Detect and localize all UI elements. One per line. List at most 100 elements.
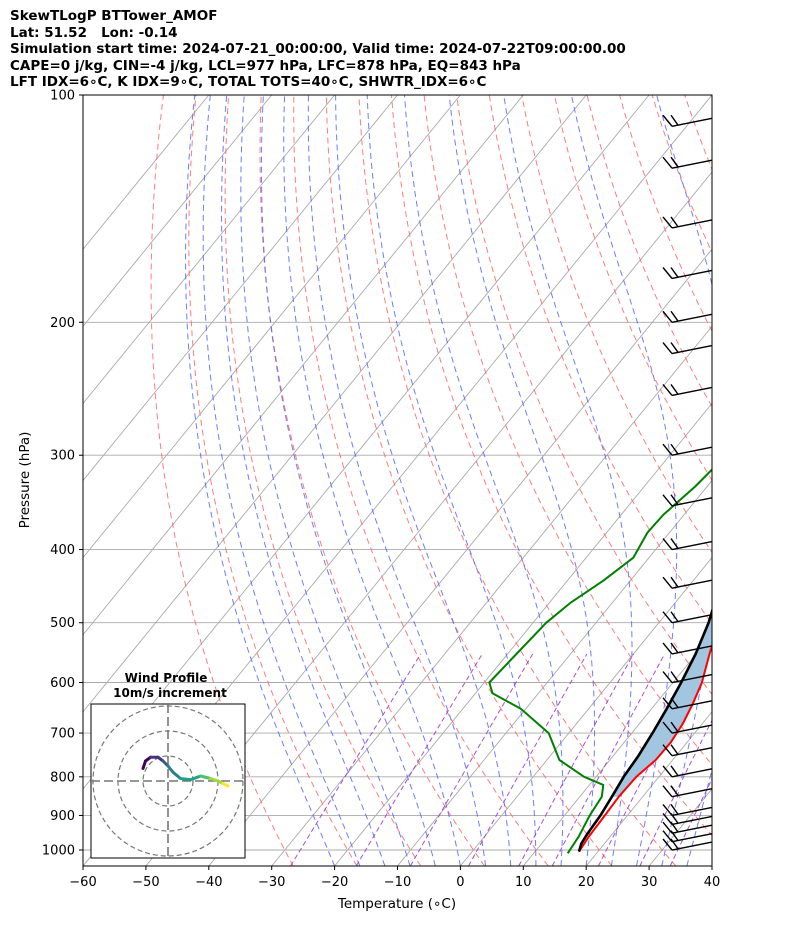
wind-barb-flag xyxy=(662,494,673,507)
wind-barb xyxy=(671,788,713,798)
wind-barb xyxy=(671,700,713,710)
wind-barb-flag xyxy=(662,671,673,683)
wind-barb-flag xyxy=(662,611,673,624)
wind-barb xyxy=(671,219,713,229)
y-tick-label: 600 xyxy=(50,676,75,691)
location-line: Lat: 51.52 Lon: -0.14 xyxy=(10,24,178,41)
isotherm-line xyxy=(83,95,335,405)
dry-adiabat xyxy=(488,95,712,625)
hodograph-subtitle: 10m/s increment xyxy=(113,686,227,700)
wind-barb-flag xyxy=(670,310,679,322)
wind-barb-flag xyxy=(662,830,673,843)
y-axis-label: Pressure (hPa) xyxy=(17,432,33,529)
wind-barb xyxy=(671,579,713,589)
mixing-ratio-line xyxy=(409,653,534,866)
moist-adiabat xyxy=(366,95,537,866)
wind-barb-flag xyxy=(670,494,679,505)
x-tick-label: 10 xyxy=(515,875,532,890)
wind-barb-flag xyxy=(670,765,679,777)
wind-barb xyxy=(671,386,713,397)
time-line: Simulation start time: 2024-07-21_00:00:… xyxy=(10,41,626,57)
wind-barb xyxy=(671,724,713,734)
mixing-ratio-line xyxy=(551,653,666,866)
mixing-ratio-line xyxy=(290,653,422,866)
y-tick-label: 1000 xyxy=(42,844,75,859)
wind-barb xyxy=(671,673,713,684)
x-tick-label: −40 xyxy=(195,875,222,890)
wind-barb-flag xyxy=(670,156,679,168)
moist-adiabat xyxy=(260,95,436,866)
hodograph-trace xyxy=(221,782,230,788)
isotherm-line xyxy=(83,95,587,713)
wind-barb-flag xyxy=(662,804,673,816)
wind-barb-flag xyxy=(662,216,673,229)
wind-barb xyxy=(671,614,713,624)
y-tick-label: 500 xyxy=(50,616,75,631)
wind-barb-flag xyxy=(662,744,673,757)
mixing-ratio-line xyxy=(355,653,483,866)
isotherm-line xyxy=(334,402,712,866)
wind-barb xyxy=(671,159,713,169)
dry-adiabat xyxy=(188,95,358,866)
isotherm-line xyxy=(83,95,398,482)
x-tick-label: 40 xyxy=(704,875,721,890)
isotherm-line xyxy=(208,248,712,866)
mixing-ratio-line xyxy=(518,653,634,866)
dry-adiabat xyxy=(325,95,613,866)
x-axis-label: Temperature (∘C) xyxy=(337,896,456,912)
isotherm-line xyxy=(83,95,461,559)
dry-adiabat xyxy=(717,95,794,866)
wind-barb xyxy=(671,645,713,655)
isotherm-line xyxy=(271,325,712,866)
wind-barb-flag xyxy=(662,342,673,354)
wind-barb xyxy=(671,446,713,456)
dry-adiabat xyxy=(224,95,422,866)
wind-barb-flag xyxy=(670,671,679,682)
hodograph-trace xyxy=(179,777,192,782)
wind-barb-flag xyxy=(662,765,673,778)
y-tick-label: 300 xyxy=(50,449,75,464)
wind-barb-flag xyxy=(670,114,679,126)
moist-adiabat xyxy=(335,95,512,866)
wind-barb-flag xyxy=(670,576,679,588)
wind-barb-flag xyxy=(670,342,679,353)
data-layer xyxy=(488,468,712,854)
wind-barb xyxy=(671,746,713,757)
moist-adiabat xyxy=(711,864,712,866)
cape-line: CAPE=0 j/kg, CIN=-4 j/kg, LCL=977 hPa, L… xyxy=(10,57,521,74)
x-tick-label: 20 xyxy=(578,875,595,890)
dry-adiabat xyxy=(651,95,712,254)
isotherm-line xyxy=(83,95,210,250)
wind-barb xyxy=(671,540,713,551)
wind-barb xyxy=(671,497,713,507)
hodograph-plot xyxy=(91,704,245,858)
wind-barb xyxy=(671,806,713,817)
dry-adiabat xyxy=(150,95,294,866)
hodograph-ring xyxy=(142,755,194,807)
wind-barb-flag xyxy=(670,267,679,278)
y-tick-label: 900 xyxy=(50,809,75,824)
moist-adiabat xyxy=(570,95,678,866)
wind-barb-flag xyxy=(662,384,673,396)
wind-barb-flag xyxy=(670,838,679,850)
isotherm-line xyxy=(648,788,712,866)
dry-adiabat xyxy=(391,95,712,837)
moist-adiabat xyxy=(448,95,596,866)
wind-barb-flag xyxy=(670,744,679,755)
moist-adiabat xyxy=(503,95,633,866)
wind-barb-flag xyxy=(670,611,679,622)
isotherm-line xyxy=(775,95,794,866)
moist-adiabat xyxy=(686,767,712,866)
chart-header: SkewTLogP BTTower_AMOF Lat: 51.52 Lon: -… xyxy=(10,8,626,91)
wind-barb-flag xyxy=(662,267,673,279)
wind-barb-flag xyxy=(662,443,673,456)
mixing-ratio-line xyxy=(639,719,712,866)
x-tick-label: −10 xyxy=(384,875,411,890)
wind-barb-flag xyxy=(662,838,673,851)
dry-adiabat xyxy=(521,95,712,554)
cape-cin-shading xyxy=(611,610,712,797)
wind-barb-flag xyxy=(662,697,673,710)
hodograph-trace xyxy=(189,774,202,782)
temperature-profile xyxy=(578,642,712,853)
